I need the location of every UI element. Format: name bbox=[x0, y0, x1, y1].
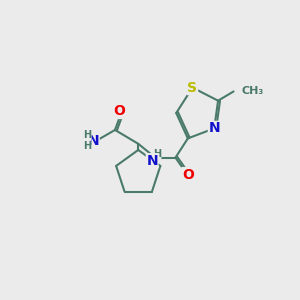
Text: H: H bbox=[153, 149, 161, 159]
Text: H: H bbox=[83, 130, 91, 140]
Text: O: O bbox=[182, 168, 194, 182]
Text: H: H bbox=[83, 141, 91, 151]
Text: O: O bbox=[114, 104, 126, 118]
Text: CH₃: CH₃ bbox=[241, 86, 264, 96]
Text: N: N bbox=[146, 154, 158, 168]
Text: N: N bbox=[88, 134, 99, 148]
Text: N: N bbox=[208, 122, 220, 135]
Text: S: S bbox=[188, 81, 197, 94]
